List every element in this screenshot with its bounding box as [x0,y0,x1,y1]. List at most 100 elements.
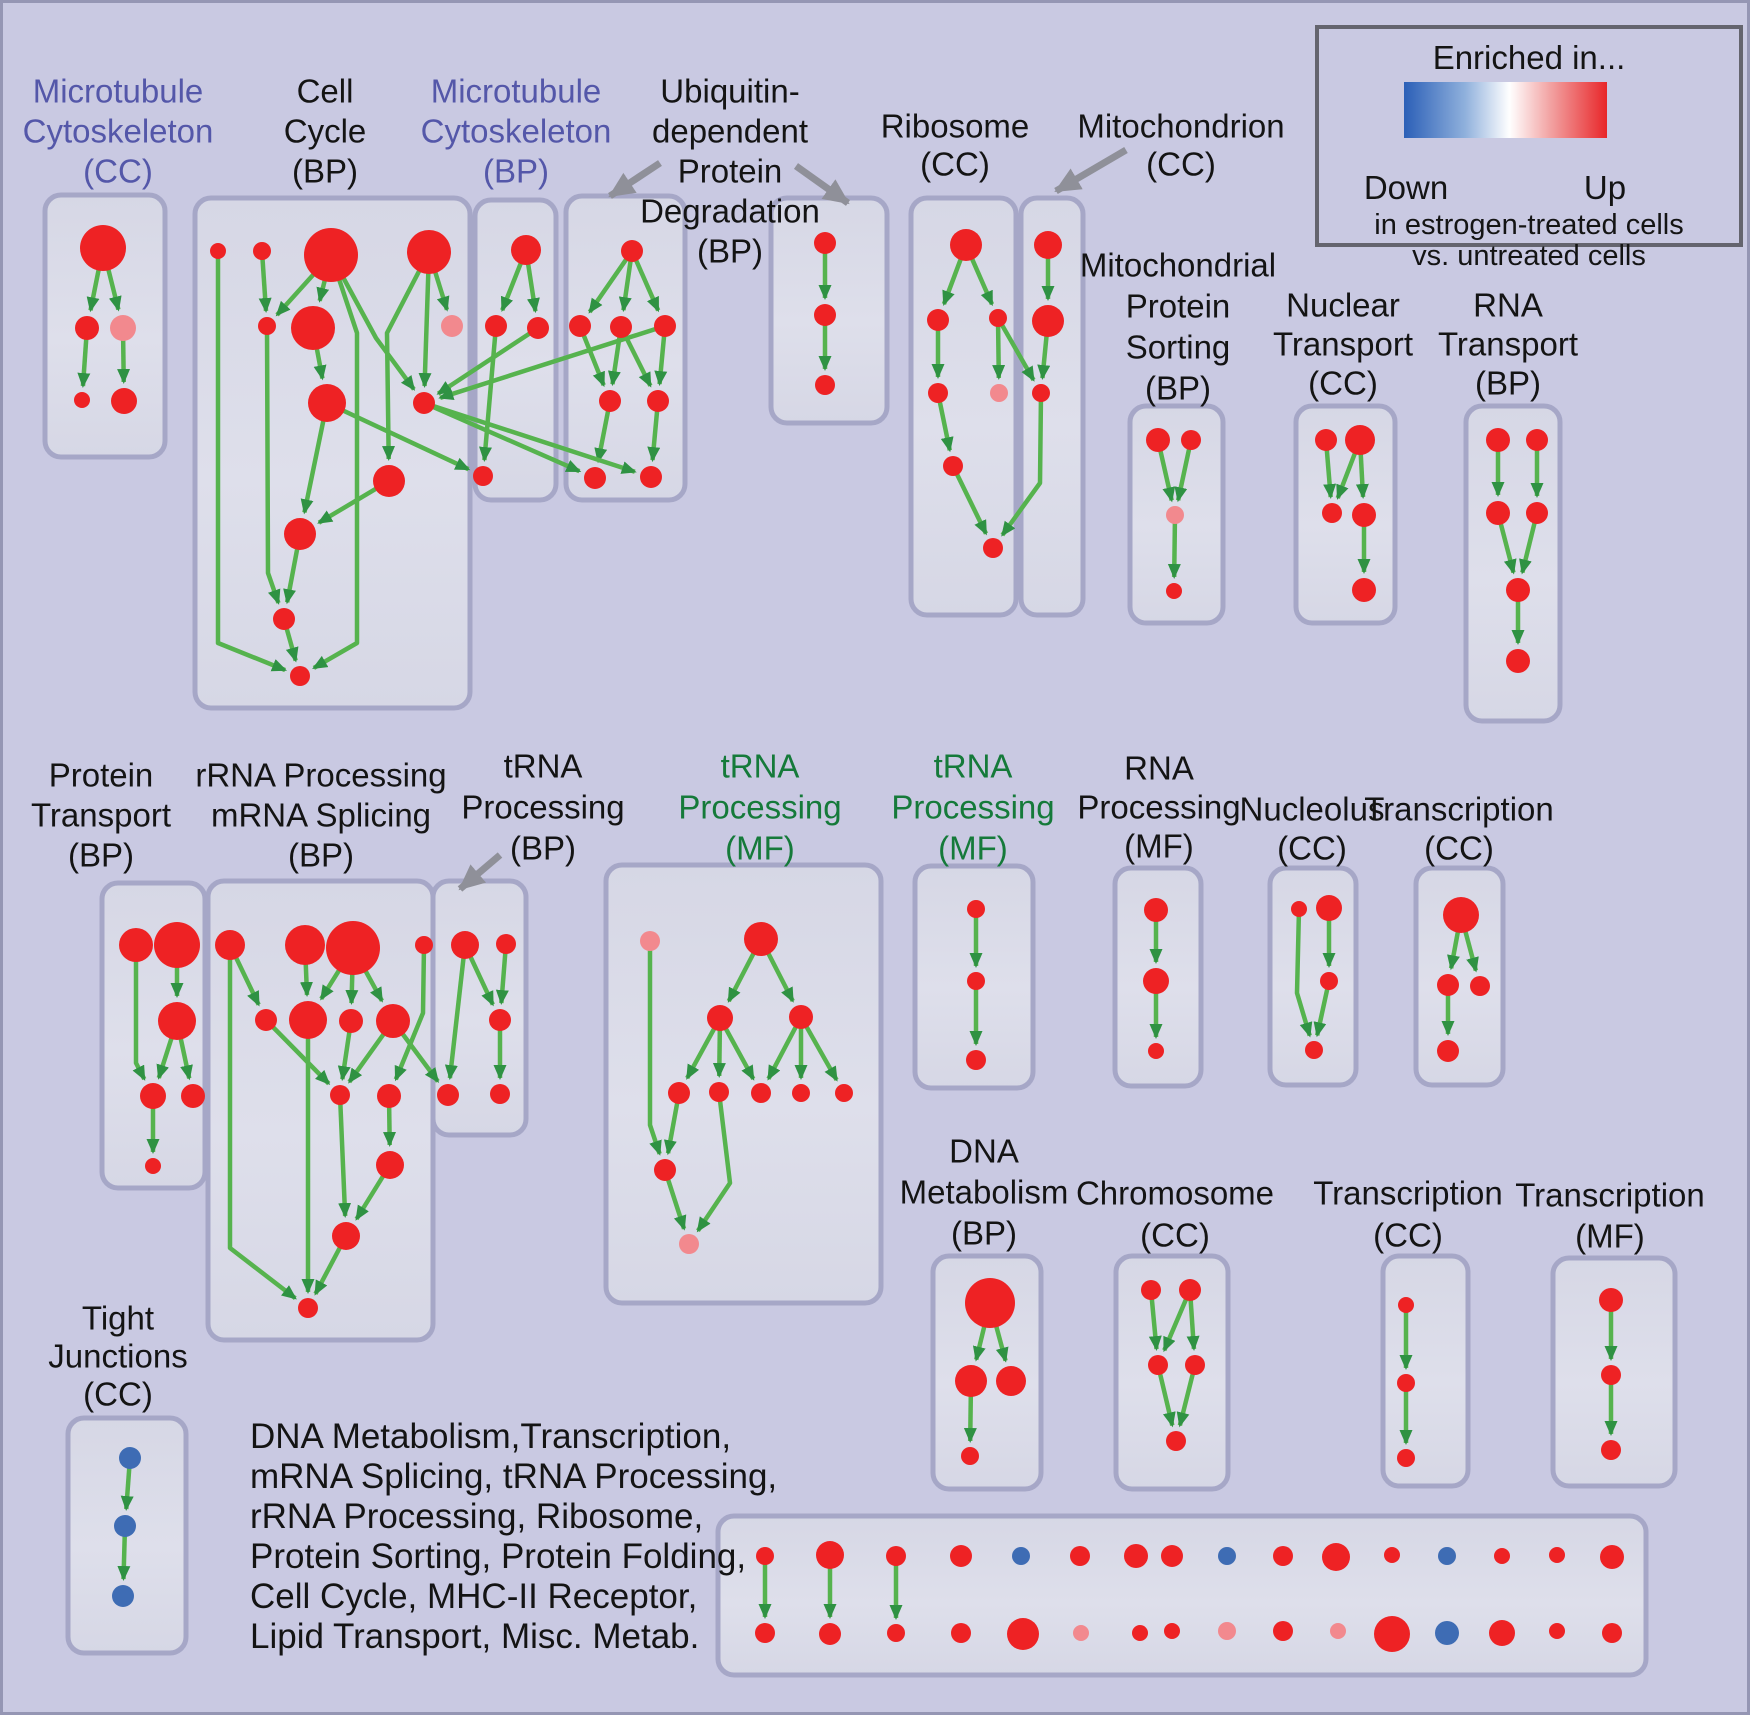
cluster-label-mitochondrial-protein-sorting-bp: Protein [1126,288,1231,325]
node-misc-bottom-group-4 [1012,1547,1030,1565]
cluster-label-protein-transport-bp: Transport [31,797,171,834]
node-rna-transport-bp-3 [1526,502,1548,524]
node-cell-cycle-bp-3 [407,230,451,274]
cluster-label-ubiquitin-dependent-protein-degradation-bp: dependent [652,113,808,150]
node-transcription-cc-1-1 [1437,974,1459,996]
legend-subtitle-line1: in estrogen-treated cells [1374,209,1684,241]
node-misc-bottom-group-12 [1438,1547,1456,1565]
node-trna-processing-bp-0 [451,931,479,959]
node-misc-bottom-group-17 [819,1623,841,1645]
cluster-label-rna-transport-bp: (BP) [1475,365,1541,402]
node-rna-transport-bp-4 [1506,578,1530,602]
cluster-label-ribosome-cc: (CC) [920,146,990,183]
node-misc-bottom-group-24 [1218,1622,1236,1640]
cluster-box-transcription-cc-2 [1380,1253,1471,1489]
cluster-label-trna-processing-mf-2: tRNA [934,748,1013,785]
node-transcription-mf-1 [1601,1365,1621,1385]
cluster-label-microtubule-cytoskeleton-bp: Cytoskeleton [421,113,612,150]
cluster-label-trna-processing-bp: (BP) [510,830,576,867]
cluster-label-ribosome-cc: Ribosome [881,108,1030,145]
misc-list-line: Protein Sorting, Protein Folding, [250,1537,747,1576]
node-chromosome-cc-3 [1185,1355,1205,1375]
node-mitochondrial-protein-sorting-bp-0 [1146,428,1170,452]
cluster-label-ubiquitin-dependent-protein-degradation-bp: Ubiquitin- [660,73,799,110]
node-rrna-processing-mrna-splicing-bp-0 [215,930,245,960]
cluster-label-rna-processing-mf: Processing [1077,789,1240,826]
node-protein-transport-bp-3 [140,1083,166,1109]
node-trna-processing-mf-1-0 [640,931,660,951]
cluster-label-nuclear-transport-cc: (CC) [1308,365,1378,402]
node-cell-cycle-bp-9 [373,465,405,497]
node-ribosome-cc-1 [927,309,949,331]
node-microtubule-cytoskeleton-cc-3 [74,392,90,408]
cluster-label-nuclear-transport-cc: Transport [1273,326,1413,363]
node-ubiquitin-dependent-protein-degradation-bp-6 [584,467,606,489]
node-misc-bottom-group-26 [1330,1623,1346,1639]
node-nuclear-transport-cc-2 [1322,503,1342,523]
edge-trna-processing-mf-1 [696,1091,733,1233]
node-trna-processing-mf-2-0 [967,900,985,918]
cluster-label-transcription-cc-2: Transcription [1313,1175,1503,1212]
node-dna-metabolism-bp-1 [955,1365,987,1397]
cluster-label-cell-cycle-bp: Cycle [284,113,367,150]
node-rrna-processing-mrna-splicing-bp-12 [298,1298,318,1318]
node-nuclear-transport-cc-1 [1345,425,1375,455]
node-tight-junctions-cc-1 [114,1515,136,1537]
cluster-label-transcription-cc-2: (CC) [1373,1217,1443,1254]
cluster-label-microtubule-cytoskeleton-cc: Cytoskeleton [23,113,214,150]
node-protein-transport-bp-5 [145,1158,161,1174]
misc-list-line: rRNA Processing, Ribosome, [250,1497,704,1536]
node-rrna-processing-mrna-splicing-bp-6 [339,1009,363,1033]
edge-cell-cycle-bp [258,250,272,314]
cluster-label-tight-junctions-cc: (CC) [83,1376,153,1413]
cluster-box-dna-metabolism-bp [930,1253,1044,1492]
node-misc-bottom-group-22 [1132,1625,1148,1641]
node-ubiquitin-dependent-protein-degradation-bp-4 [599,390,621,412]
edge-cell-cycle-bp [312,254,360,670]
cluster-label-rna-processing-mf: RNA [1124,750,1194,787]
cluster-label-rrna-processing-mrna-splicing-bp: (BP) [288,837,354,874]
node-misc-bottom-group-11 [1384,1547,1400,1563]
node-rrna-processing-mrna-splicing-bp-1 [285,925,325,965]
cluster-label-nuclear-transport-cc: Nuclear [1286,287,1400,324]
node-misc-bottom-group-30 [1549,1623,1565,1639]
cluster-label-cell-cycle-bp: (BP) [292,153,358,190]
node-microtubule-cytoskeleton-cc-4 [111,388,137,414]
node-rrna-processing-mrna-splicing-bp-4 [255,1009,277,1031]
node-chromosome-cc-0 [1141,1280,1161,1300]
node-nuclear-transport-cc-0 [1315,429,1337,451]
label-pointer-arrow-1 [793,163,851,206]
node-microtubule-cytoskeleton-bp-3 [473,466,493,486]
node-nucleolus-cc-3 [1305,1041,1323,1059]
node-transcription-mf-0 [1599,1288,1623,1312]
node-dna-metabolism-bp-2 [996,1366,1026,1396]
cluster-label-nucleolus-cc: Nucleolus [1240,791,1385,828]
node-ribosome-cc-6 [983,538,1003,558]
node-rrna-processing-mrna-splicing-bp-2 [326,921,380,975]
cluster-box-trna-processing-mf-1 [603,862,884,1306]
edge-rrna-processing-mrna-splicing-bp [227,945,297,1301]
node-transcription-cc-1-2 [1470,976,1490,996]
node-microtubule-cytoskeleton-cc-0 [80,225,126,271]
node-misc-bottom-group-7 [1161,1545,1183,1567]
cluster-label-mitochondrion-cc: (CC) [1146,146,1216,183]
legend-title: Enriched in... [1432,39,1626,76]
node-nuclear-transport-cc-4 [1352,578,1376,602]
edge-cell-cycle-bp [329,253,416,391]
node-cell-cycle-bp-6 [441,315,463,337]
node-misc-bottom-group-21 [1073,1625,1089,1641]
edge-nucleolus-cc [1294,908,1313,1038]
node-mitochondrion-cc-0 [1034,231,1062,259]
node-mitochondrial-protein-sorting-bp-2 [1166,506,1184,524]
edge-cell-cycle-bp [215,251,288,673]
node-nucleolus-cc-1 [1316,895,1342,921]
node-microtubule-cytoskeleton-cc-1 [75,316,99,340]
misc-list-line: mRNA Splicing, tRNA Processing, [250,1457,778,1496]
cluster-label-chromosome-cc: (CC) [1140,1217,1210,1254]
node-mitochondrial-protein-sorting-bp-1 [1181,430,1201,450]
cluster-label-microtubule-cytoskeleton-cc: Microtubule [33,73,204,110]
node-misc-bottom-group-20 [1007,1618,1039,1650]
node-misc-bottom-group-18 [887,1624,905,1642]
node-trna-processing-mf-2-2 [966,1050,986,1070]
